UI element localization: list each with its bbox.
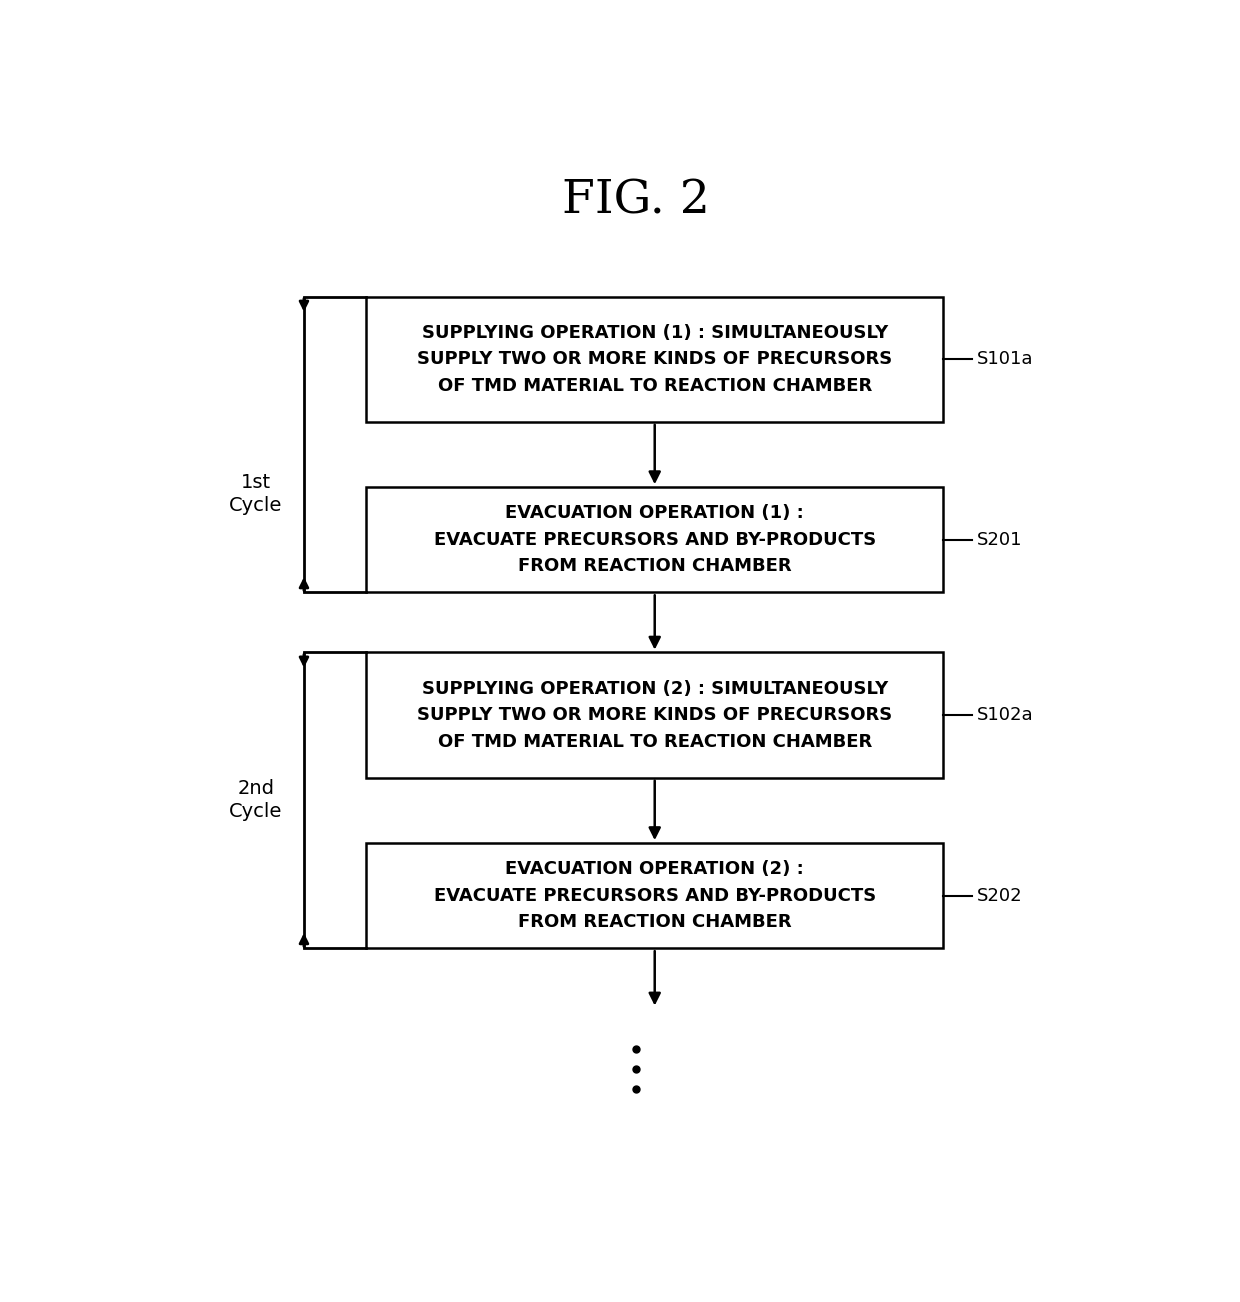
Text: EVACUATION OPERATION (2) :
EVACUATE PRECURSORS AND BY-PRODUCTS
FROM REACTION CHA: EVACUATION OPERATION (2) : EVACUATE PREC… [434,861,875,931]
Text: S101a: S101a [977,350,1033,368]
Bar [367,842,942,948]
Bar [367,487,942,592]
Text: S202: S202 [977,887,1022,905]
Bar [367,297,942,422]
Text: SUPPLYING OPERATION (1) : SIMULTANEOUSLY
SUPPLY TWO OR MORE KINDS OF PRECURSORS
: SUPPLYING OPERATION (1) : SIMULTANEOUSLY… [417,324,893,395]
Text: SUPPLYING OPERATION (2) : SIMULTANEOUSLY
SUPPLY TWO OR MORE KINDS OF PRECURSORS
: SUPPLYING OPERATION (2) : SIMULTANEOUSLY… [417,680,893,750]
Bar [367,652,942,777]
Text: S102a: S102a [977,706,1033,724]
Text: FIG. 2: FIG. 2 [562,178,709,224]
Text: EVACUATION OPERATION (1) :
EVACUATE PRECURSORS AND BY-PRODUCTS
FROM REACTION CHA: EVACUATION OPERATION (1) : EVACUATE PREC… [434,504,875,575]
Text: 1st
Cycle: 1st Cycle [229,473,283,516]
Text: 2nd
Cycle: 2nd Cycle [229,779,283,822]
Text: S201: S201 [977,531,1022,548]
